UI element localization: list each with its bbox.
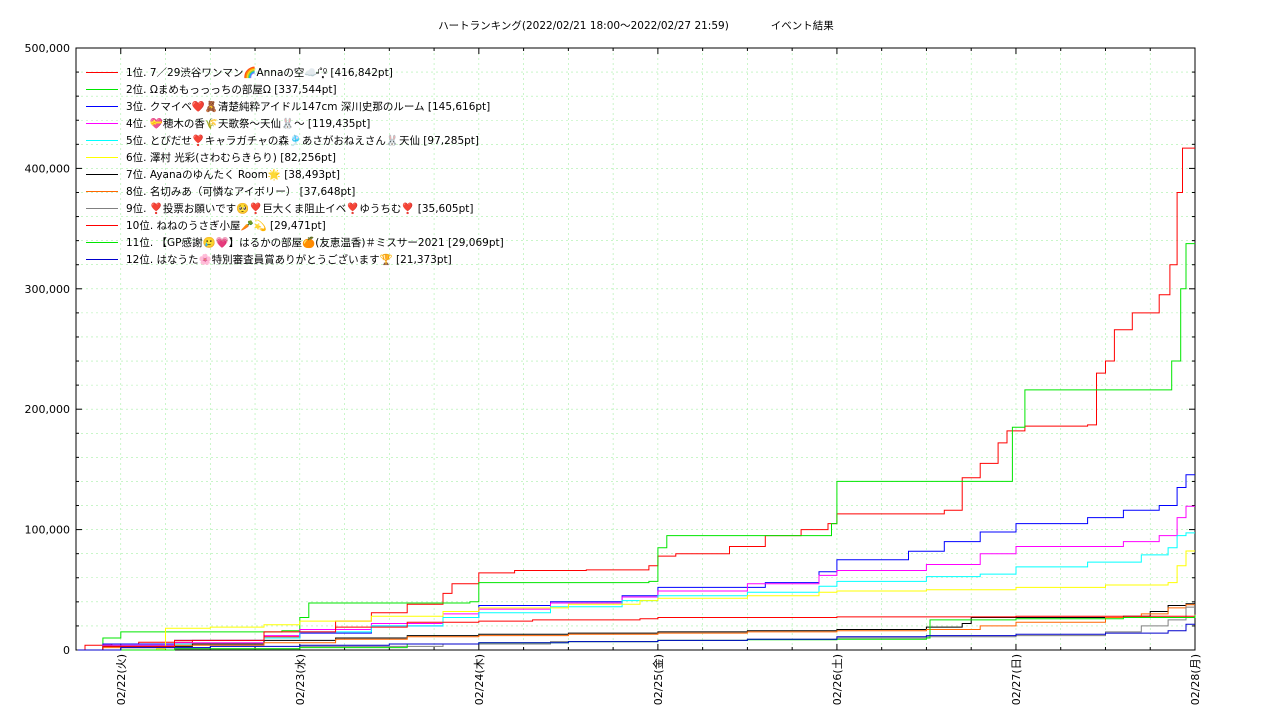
legend-label: 6位. 澤村 光彩(さわむらきらり) [82,256pt] xyxy=(126,152,336,164)
legend-swatch xyxy=(86,157,118,158)
legend-swatch xyxy=(86,191,118,192)
legend-label: 8位. 名切みあ（可憐なアイボリー） [37,648pt] xyxy=(126,186,356,198)
legend-swatch xyxy=(86,106,118,107)
series-line-12 xyxy=(77,623,1195,651)
x-tick-label: 02/28(月) xyxy=(1189,654,1202,705)
x-tick-label: 02/25(金) xyxy=(651,654,665,705)
y-tick-label: 500,000 xyxy=(25,42,71,55)
series-line-6 xyxy=(77,550,1195,651)
legend-item-7: 7位. Ayanaのゆんたく Room🌟 [38,493pt] xyxy=(86,166,504,183)
series-line-4 xyxy=(77,505,1195,651)
legend-item-10: 10位. ねねのうさぎ小屋🥕💫 [29,471pt] xyxy=(86,217,504,234)
legend-label: 11位. 【GP感謝🥲💗】はるかの部屋🍊(友恵温香)＃ミスサー2021 [29,… xyxy=(126,237,504,249)
legend-item-8: 8位. 名切みあ（可憐なアイボリー） [37,648pt] xyxy=(86,183,504,200)
legend-label: 12位. はなうた🌸特別審査員賞ありがとうございます🏆 [21,373pt] xyxy=(126,254,452,266)
legend-item-9: 9位. ❣️投票お願いです🥺❣️巨大くま阻止イベ❣️ゆうちむ❣️ [35,605… xyxy=(86,200,504,217)
legend-item-6: 6位. 澤村 光彩(さわむらきらり) [82,256pt] xyxy=(86,149,504,166)
legend-swatch xyxy=(86,140,118,141)
legend-label: 7位. Ayanaのゆんたく Room🌟 [38,493pt] xyxy=(126,169,340,181)
plot-frame xyxy=(75,47,1196,651)
series-line-10 xyxy=(77,614,1196,651)
legend-label: 2位. Ωまめもっっっちの部屋Ω [337,544pt] xyxy=(126,84,337,96)
x-tick-labels: 02/22(火) 02/23(水) 02/24(木) 02/25(金) 02/26(土)… xyxy=(115,654,1202,705)
legend-label: 9位. ❣️投票お願いです🥺❣️巨大くま阻止イベ❣️ゆうちむ❣️ [35,605… xyxy=(126,203,474,215)
axes xyxy=(75,47,1196,651)
legend-item-1: 1位. 7／29渋谷ワンマン🌈Annaの空☁️ᵎ̵̵̵̵˚̩̩̥͙⁰̵ [416… xyxy=(86,64,504,81)
legend-swatch xyxy=(86,242,118,243)
y-tick-label: 100,000 xyxy=(25,524,71,537)
series-line-2 xyxy=(77,243,1195,651)
legend-swatch xyxy=(86,89,118,90)
y-tick-label: 400,000 xyxy=(25,162,71,175)
series-line-3 xyxy=(77,474,1195,651)
series-line-5 xyxy=(77,532,1195,651)
x-tick-label: 02/23(水) xyxy=(294,654,307,705)
legend-item-12: 12位. はなうた🌸特別審査員賞ありがとうございます🏆 [21,373pt] xyxy=(86,251,504,268)
legend-swatch xyxy=(86,208,118,209)
chart-legend: 1位. 7／29渋谷ワンマン🌈Annaの空☁️ᵎ̵̵̵̵˚̩̩̥͙⁰̵ [416… xyxy=(86,64,504,268)
legend-item-5: 5位. とびだせ❣️キャラガチャの森🎐あさがおねえさん🐰天仙 [97,285pt… xyxy=(86,132,504,149)
y-tick-labels: 500,000 400,000 300,000 200,000 100,000 0 xyxy=(25,42,71,657)
legend-label: 5位. とびだせ❣️キャラガチャの森🎐あさがおねえさん🐰天仙 [97,285pt… xyxy=(126,135,480,147)
legend-swatch xyxy=(86,72,118,73)
legend-label: 10位. ねねのうさぎ小屋🥕💫 [29,471pt] xyxy=(126,220,326,232)
legend-item-4: 4位. 💝穂木の香🌾天歌祭〜天仙🐰〜 [119,435pt] xyxy=(86,115,504,132)
legend-swatch xyxy=(86,225,118,226)
y-tick-label: 0 xyxy=(63,644,70,657)
legend-swatch xyxy=(86,259,118,260)
legend-item-11: 11位. 【GP感謝🥲💗】はるかの部屋🍊(友恵温香)＃ミスサー2021 [29,… xyxy=(86,234,504,251)
x-tick-label: 02/27(日) xyxy=(1010,654,1023,705)
x-tick-label: 02/22(火) xyxy=(115,654,128,705)
series-line-8 xyxy=(77,604,1195,651)
legend-item-3: 3位. クマイベ❤️🧸清楚純粋アイドル147cm 深川史那のルーム [145,6… xyxy=(86,98,504,115)
legend-label: 4位. 💝穂木の香🌾天歌祭〜天仙🐰〜 [119,435pt] xyxy=(126,118,371,130)
y-tick-label: 300,000 xyxy=(25,283,71,296)
y-tick-label: 200,000 xyxy=(25,403,71,416)
x-tick-label: 02/24(木) xyxy=(473,654,486,705)
legend-label: 1位. 7／29渋谷ワンマン🌈Annaの空☁️ᵎ̵̵̵̵˚̩̩̥͙⁰̵ [416… xyxy=(126,67,393,79)
chart-title: ハートランキング(2022/02/21 18:00〜2022/02/27 21:… xyxy=(438,20,834,32)
legend-label: 3位. クマイベ❤️🧸清楚純粋アイドル147cm 深川史那のルーム [145,6… xyxy=(126,101,491,113)
plot-lines xyxy=(77,147,1196,651)
legend-swatch xyxy=(86,174,118,175)
legend-swatch xyxy=(86,123,118,124)
legend-item-2: 2位. Ωまめもっっっちの部屋Ω [337,544pt] xyxy=(86,81,504,98)
x-tick-label: 02/26(土) xyxy=(831,654,844,705)
